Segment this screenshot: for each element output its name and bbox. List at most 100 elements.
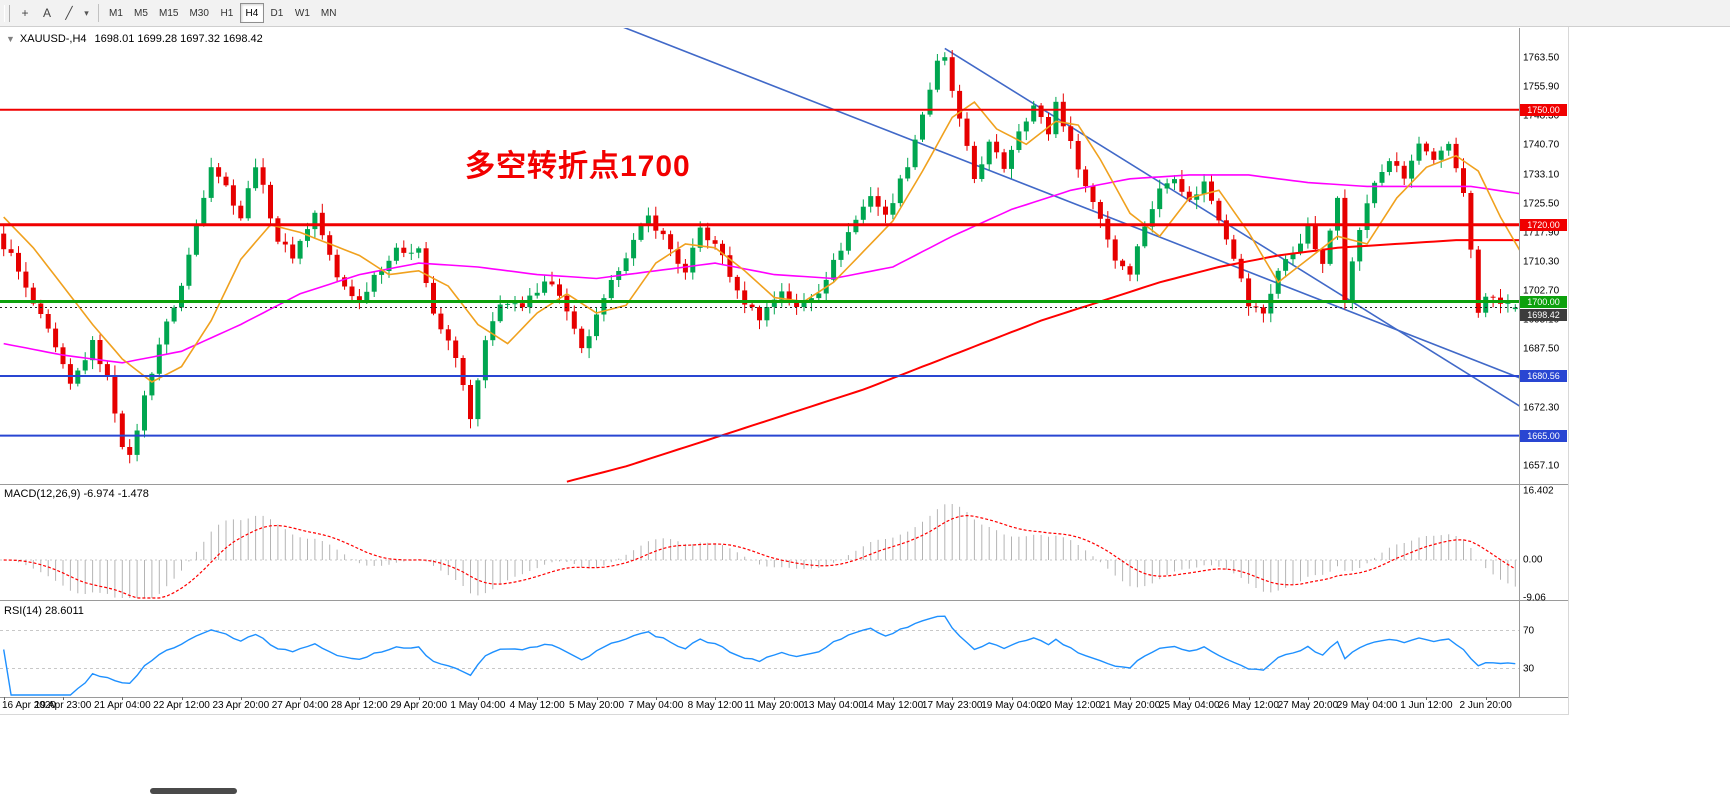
time-scale-label: 1 Jun 12:00 xyxy=(1400,700,1453,711)
panel-separator[interactable] xyxy=(0,697,1568,698)
price-badge-1720.00: 1720.00 xyxy=(1520,218,1567,231)
timeframe-button-h4[interactable]: H4 xyxy=(239,3,264,23)
time-tick xyxy=(1426,697,1428,700)
window-right-edge xyxy=(1568,27,1569,715)
time-scale-label: 8 May 12:00 xyxy=(687,700,743,711)
timeframe-button-w1[interactable]: W1 xyxy=(290,3,315,23)
time-tick xyxy=(833,697,835,700)
time-tick xyxy=(181,697,183,700)
price-scale-label: 1748.30 xyxy=(1523,110,1560,122)
time-scale-label: 13 May 04:00 xyxy=(803,700,864,711)
macd-scale-label: 16.402 xyxy=(1523,485,1554,497)
trendline-tool-button[interactable]: ╱ xyxy=(58,3,80,23)
price-scale-label: 1672.30 xyxy=(1523,402,1560,414)
time-scale-label: 14 May 12:00 xyxy=(862,700,924,711)
time-scale-label: 27 May 20:00 xyxy=(1277,700,1339,711)
time-scale-label: 23 Apr 20:00 xyxy=(212,700,270,711)
time-tick xyxy=(537,697,539,700)
price-scale-label: 1733.10 xyxy=(1523,169,1560,181)
time-tick xyxy=(1367,697,1369,700)
rsi-indicator-label: RSI(14) 28.6011 xyxy=(4,605,84,617)
current-price-badge: 1698.42 xyxy=(1520,308,1567,321)
chevron-down-icon: ▾ xyxy=(84,7,89,18)
time-tick xyxy=(1189,697,1191,700)
time-scale-label: 19 May 04:00 xyxy=(981,700,1042,711)
crosshair-tool-button[interactable]: + xyxy=(14,3,36,23)
time-scale-label: 26 May 12:00 xyxy=(1218,700,1279,711)
horizontal-scrollbar-thumb[interactable] xyxy=(150,788,237,794)
toolbar-separator xyxy=(98,4,99,22)
time-tick xyxy=(1070,697,1072,700)
price-scale-label: 1657.10 xyxy=(1523,460,1560,472)
trendline-icon: ╱ xyxy=(65,6,73,20)
timeframe-button-m1[interactable]: M1 xyxy=(104,3,128,23)
time-scale-label: 17 May 23:00 xyxy=(921,700,983,711)
crosshair-icon: + xyxy=(21,6,29,20)
time-scale-label: 5 May 20:00 xyxy=(568,700,625,711)
time-tick xyxy=(1130,697,1131,700)
timeframe-button-h1[interactable]: H1 xyxy=(215,3,239,23)
panel-separator[interactable] xyxy=(0,484,1568,485)
time-tick xyxy=(3,697,5,700)
price-scale-label: 1702.70 xyxy=(1523,285,1560,297)
timeframe-button-d1[interactable]: D1 xyxy=(265,3,289,23)
price-scale-label: 1710.30 xyxy=(1523,256,1560,268)
time-scale-label: 20 May 12:00 xyxy=(1040,700,1101,711)
timeframe-button-m5[interactable]: M5 xyxy=(129,3,153,23)
time-tick xyxy=(1307,697,1309,700)
macd-indicator-label: MACD(12,26,9) -6.974 -1.478 xyxy=(4,488,149,500)
ohlc-values: 1698.01 1699.28 1697.32 1698.42 xyxy=(94,33,263,45)
price-scale-label: 1740.70 xyxy=(1523,139,1560,151)
time-tick xyxy=(952,697,954,700)
time-tick xyxy=(63,697,64,700)
time-scale-label: 25 May 04:00 xyxy=(1158,700,1220,711)
time-tick xyxy=(122,697,124,700)
tools-dropdown-button[interactable]: ▾ xyxy=(80,3,93,23)
time-tick xyxy=(774,697,776,700)
rsi-canvas[interactable] xyxy=(0,602,1519,697)
time-scale-label: 2 Jun 20:00 xyxy=(1459,700,1512,711)
time-tick xyxy=(715,697,717,700)
text-tool-button[interactable]: A xyxy=(36,3,58,23)
price-badge-1665.00: 1665.00 xyxy=(1520,429,1567,442)
time-tick xyxy=(1011,697,1013,700)
time-scale-label: 19 Apr 23:00 xyxy=(34,700,92,711)
time-scale-label: 11 May 20:00 xyxy=(744,700,805,711)
time-scale-label: 28 Apr 12:00 xyxy=(331,700,388,711)
time-tick xyxy=(596,697,598,700)
time-tick xyxy=(1248,697,1250,700)
macd-canvas[interactable] xyxy=(0,485,1519,600)
macd-scale-label: -9.06 xyxy=(1523,592,1546,604)
time-scale-label: 16 Apr 2020 xyxy=(2,700,56,711)
toolbar-grip[interactable] xyxy=(4,4,10,22)
one-click-trading-arrow[interactable]: ▼ xyxy=(6,34,15,44)
timeframe-group: M1 M5 M15 M30 H1 H4 D1 W1 MN xyxy=(104,3,341,23)
price-scale-label: 1763.50 xyxy=(1523,52,1560,64)
time-tick xyxy=(359,697,361,700)
time-scale-label: 21 Apr 04:00 xyxy=(93,700,151,711)
chart-annotation-text[interactable]: 多空转折点1700 xyxy=(465,150,691,183)
rsi-scale-label: 70 xyxy=(1523,625,1535,636)
symbol-label: XAUUSD-,H4 xyxy=(19,33,87,45)
macd-scale-label: 0.00 xyxy=(1523,554,1543,566)
timeframe-button-m15[interactable]: M15 xyxy=(154,3,183,23)
time-scale-label: 4 May 12:00 xyxy=(509,700,565,711)
price-badge-1750.00: 1750.00 xyxy=(1520,103,1567,116)
panel-separator[interactable] xyxy=(0,600,1568,601)
time-scale-label: 22 Apr 12:00 xyxy=(153,700,210,711)
price-chart-canvas[interactable] xyxy=(0,28,1519,484)
price-badge-1700.00: 1700.00 xyxy=(1520,295,1567,308)
time-scale-label: 29 Apr 20:00 xyxy=(390,700,448,711)
timeframe-button-mn[interactable]: MN xyxy=(316,3,342,23)
time-scale-label: 7 May 04:00 xyxy=(628,700,684,711)
time-scale-label: 21 May 20:00 xyxy=(1099,700,1161,711)
timeframe-button-m30[interactable]: M30 xyxy=(184,3,213,23)
price-scale-label: 1717.90 xyxy=(1523,227,1560,239)
price-scale-divider xyxy=(1519,28,1520,697)
text-tool-icon: A xyxy=(42,6,51,20)
chart-header: ▼ XAUUSD-,H4 1698.01 1699.28 1697.32 1698.… xyxy=(6,33,263,45)
time-tick xyxy=(655,697,657,700)
time-scale-label: 27 Apr 04:00 xyxy=(271,700,329,711)
